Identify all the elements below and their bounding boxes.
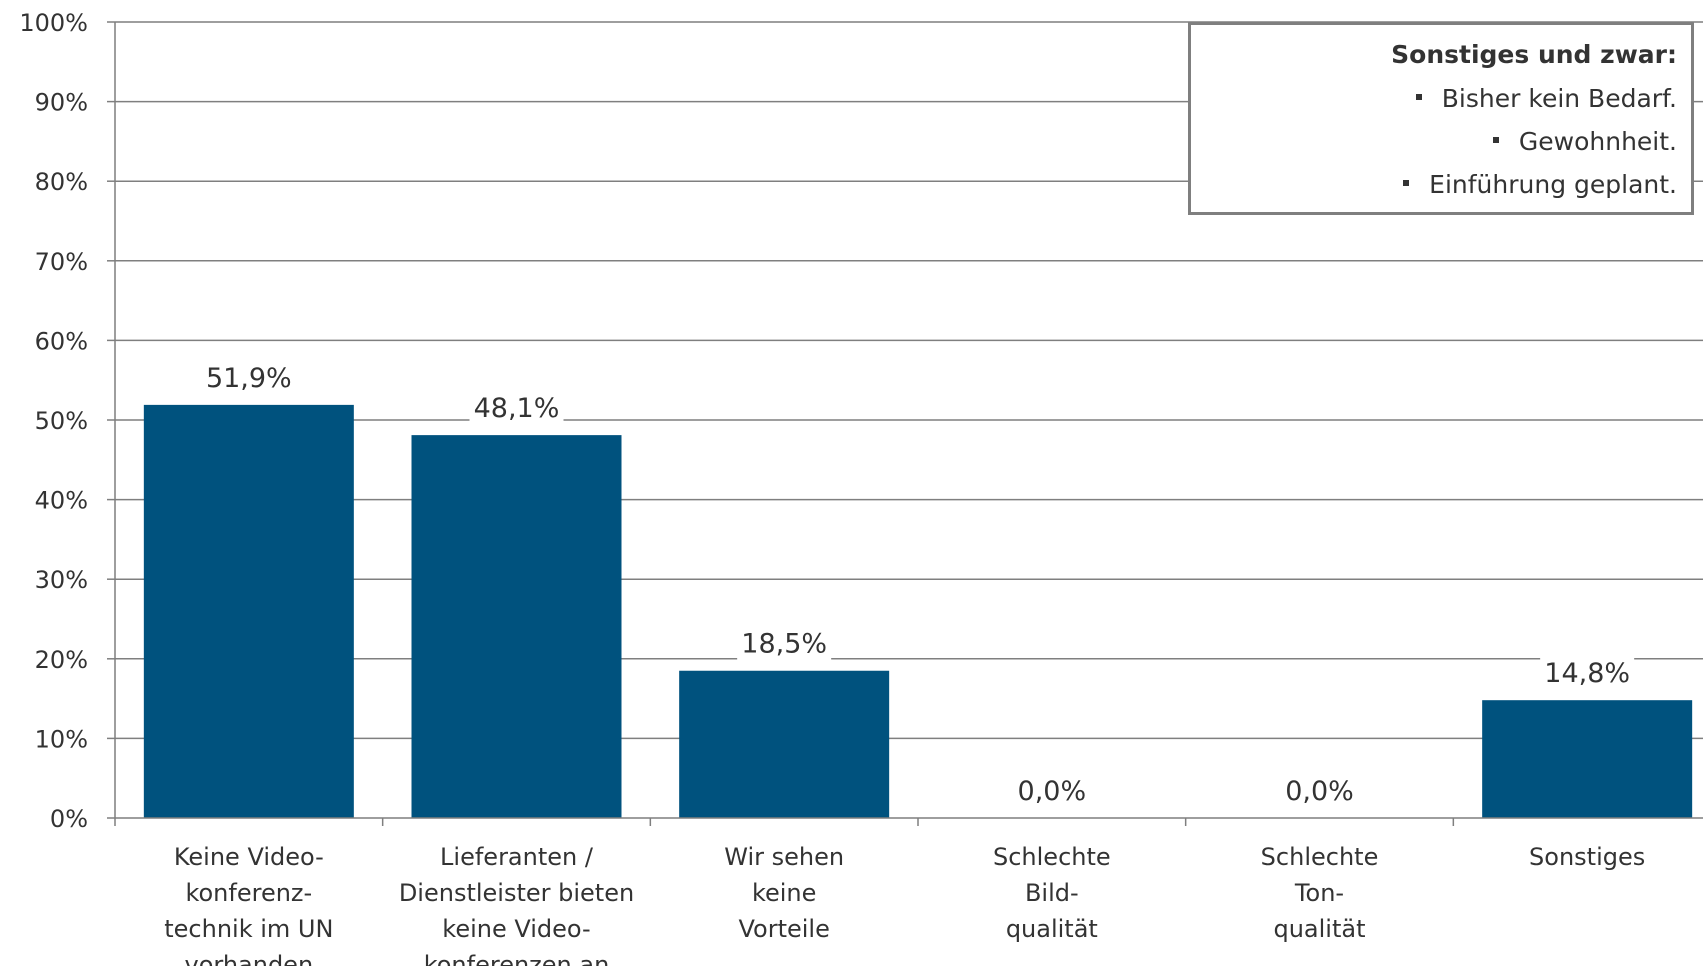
data-label-bg <box>1280 773 1359 809</box>
note-item-text: Bisher kein Bedarf. <box>1441 84 1677 113</box>
data-label-bg <box>469 390 564 427</box>
y-tick-label: 60% <box>35 327 88 355</box>
category-label: keine Video- <box>442 915 590 943</box>
note-item: Bisher kein Bedarf. <box>1201 77 1677 120</box>
data-label: 0,0% <box>1285 776 1354 807</box>
category-label: Wir sehen <box>724 843 844 871</box>
y-tick-label: 70% <box>35 248 88 276</box>
note-list: Bisher kein Bedarf. Gewohnheit. Einführu… <box>1201 77 1677 206</box>
category-label: Schlechte <box>1261 843 1379 871</box>
category-label: qualität <box>1273 915 1365 943</box>
y-tick-label: 50% <box>35 407 88 435</box>
category-label: Lieferanten / <box>440 843 594 871</box>
bullet-icon <box>1415 94 1422 100</box>
category-label: Schlechte <box>993 843 1111 871</box>
bars <box>143 404 1693 818</box>
category-label: Dienstleister bieten <box>399 879 634 907</box>
labels: 0% 10% 20% 30% 40% 50% 60% 70% 80% 90% 100% 51,9% Ke… <box>19 9 1645 966</box>
y-tick-label: 90% <box>35 89 88 117</box>
y-tick-label: 40% <box>35 487 88 515</box>
category-label: keine <box>752 879 816 907</box>
y-tick-label: 10% <box>35 725 88 753</box>
category-label: Ton- <box>1294 879 1344 907</box>
data-label-bg <box>1540 655 1635 692</box>
category-label: qualität <box>1006 915 1098 943</box>
category-label: Vorteile <box>738 915 829 943</box>
data-label: 48,1% <box>474 393 560 424</box>
bullet-icon <box>1403 180 1410 186</box>
y-tick-label: 0% <box>50 805 88 833</box>
bar <box>1482 700 1693 818</box>
note-item: Gewohnheit. <box>1201 120 1677 163</box>
y-tick-label: 20% <box>35 646 88 674</box>
category-label: technik im UN <box>164 915 333 943</box>
category-label: Sonstiges <box>1529 843 1645 871</box>
note-item-text: Gewohnheit. <box>1518 127 1677 156</box>
category-label: Bild- <box>1025 879 1079 907</box>
y-tick-label: 30% <box>35 566 88 594</box>
data-label: 0,0% <box>1018 776 1087 807</box>
note-title: Sonstiges und zwar: <box>1391 40 1677 69</box>
y-tick-label: 80% <box>35 168 88 196</box>
note-item: Einführung geplant. <box>1201 163 1677 206</box>
category-label: Keine Video- <box>174 843 324 871</box>
bar <box>143 404 354 818</box>
category-label: konferenz- <box>185 879 312 907</box>
axes <box>107 21 1703 826</box>
data-label-bg <box>737 625 832 662</box>
note-item-text: Einführung geplant. <box>1429 170 1677 199</box>
bullet-icon <box>1492 137 1499 143</box>
data-label: 14,8% <box>1544 658 1630 689</box>
data-label-bg <box>1012 773 1091 809</box>
y-tick-label: 100% <box>19 9 88 37</box>
sonstiges-note-box: Sonstiges und zwar: Bisher kein Bedarf. … <box>1188 22 1694 215</box>
data-label: 18,5% <box>741 629 827 660</box>
data-label: 51,9% <box>206 363 292 394</box>
bar <box>411 435 622 818</box>
category-label: vorhanden <box>184 951 313 966</box>
category-label: konferenzen an <box>424 951 610 966</box>
data-label-bg <box>201 359 296 396</box>
bar <box>679 670 890 818</box>
